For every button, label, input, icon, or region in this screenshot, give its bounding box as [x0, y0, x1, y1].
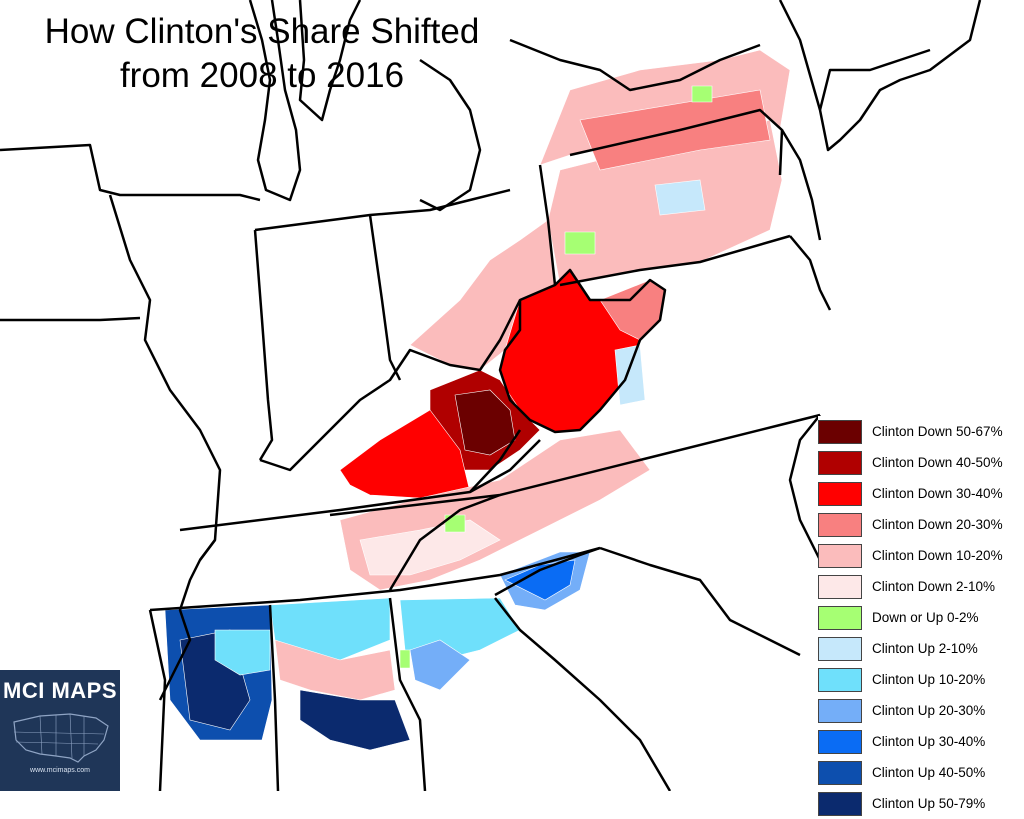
county-region — [454, 389, 516, 456]
legend-swatch — [818, 698, 862, 723]
county-region — [654, 179, 706, 216]
county-region — [614, 344, 646, 406]
legend-label: Clinton Up 20-30% — [872, 703, 986, 718]
legend-item: Clinton Down 40-50% — [818, 447, 1024, 478]
legend-item: Clinton Up 40-50% — [818, 757, 1024, 788]
legend-item: Clinton Up 2-10% — [818, 633, 1024, 664]
legend-label: Clinton Up 10-20% — [872, 672, 986, 687]
logo-title: MCI MAPS — [3, 678, 117, 703]
county-region — [274, 639, 396, 701]
legend-swatch — [818, 760, 862, 785]
legend-item: Clinton Down 10-20% — [818, 540, 1024, 571]
legend-item: Clinton Down 20-30% — [818, 509, 1024, 540]
legend-label: Clinton Down 10-20% — [872, 548, 1003, 563]
legend-swatch — [818, 543, 862, 568]
county-region — [399, 649, 411, 669]
legend-label: Clinton Up 40-50% — [872, 765, 986, 780]
county-region — [564, 231, 596, 255]
legend-item: Clinton Up 50-79% — [818, 788, 1024, 819]
legend-swatch — [818, 729, 862, 754]
legend-swatch — [818, 667, 862, 692]
legend-label: Clinton Down 40-50% — [872, 455, 1003, 470]
legend-item: Clinton Up 30-40% — [818, 726, 1024, 757]
county-region — [444, 514, 466, 533]
legend-label: Clinton Down 50-67% — [872, 424, 1003, 439]
map-stage: How Clinton's Share Shifted from 2008 to… — [0, 0, 1003, 816]
legend-label: Clinton Up 30-40% — [872, 734, 986, 749]
legend-swatch — [818, 636, 862, 661]
map-title: How Clinton's Share Shifted from 2008 to… — [44, 12, 480, 95]
legend-item: Clinton Up 20-30% — [818, 695, 1024, 726]
legend-item: Clinton Down 30-40% — [818, 478, 1024, 509]
legend-label: Clinton Down 20-30% — [872, 517, 1003, 532]
logo-url: www.mcimaps.com — [30, 767, 90, 774]
mci-maps-logo: MCI MAPS www.mcimaps.com — [0, 670, 120, 791]
choropleth-map — [0, 0, 982, 791]
legend-swatch — [818, 481, 862, 506]
legend-swatch — [818, 450, 862, 475]
county-region — [691, 85, 713, 103]
county-region — [359, 519, 501, 576]
legend-label: Clinton Down 30-40% — [872, 486, 1003, 501]
legend-item: Clinton Up 10-20% — [818, 664, 1024, 695]
legend-item: Clinton Down 50-67% — [818, 416, 1024, 447]
county-region — [409, 639, 471, 691]
legend-swatch — [818, 419, 862, 444]
legend-swatch — [818, 512, 862, 537]
legend-item: Clinton Down 2-10% — [818, 571, 1024, 602]
legend-swatch — [818, 574, 862, 599]
legend: Clinton Down 50-67% Clinton Down 40-50% Cl… — [818, 416, 1024, 819]
county-region — [299, 689, 411, 751]
legend-label: Clinton Up 50-79% — [872, 796, 986, 811]
us-map-icon — [13, 713, 109, 763]
legend-swatch — [818, 605, 862, 630]
county-regions — [164, 49, 791, 751]
legend-swatch — [818, 791, 862, 816]
legend-label: Clinton Up 2-10% — [872, 641, 978, 656]
county-region — [214, 629, 271, 676]
legend-label: Clinton Down 2-10% — [872, 579, 996, 594]
county-region — [504, 559, 576, 601]
legend-item: Down or Up 0-2% — [818, 602, 1024, 633]
legend-label: Down or Up 0-2% — [872, 610, 979, 625]
